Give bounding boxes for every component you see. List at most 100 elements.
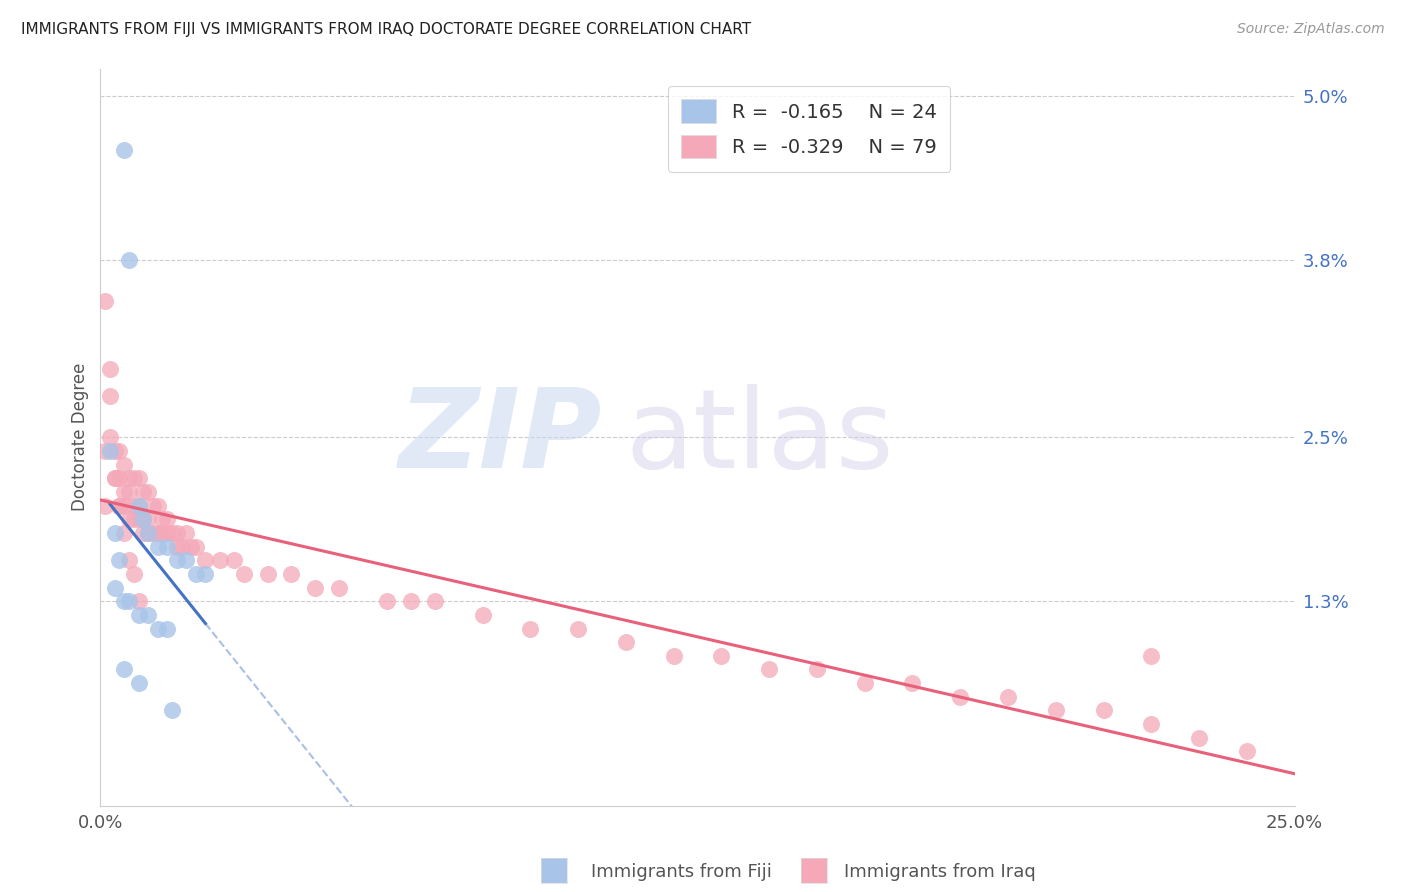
Point [152,512,174,526]
Point [1140,648,1163,663]
Point [128,594,150,608]
Point [710,648,733,663]
Point [256,566,278,581]
Point [136,607,159,622]
Point [132,484,155,499]
Point [98,362,121,376]
Point [108,444,131,458]
Point [128,471,150,485]
Point [146,622,169,636]
Point [104,525,127,540]
Point [122,499,145,513]
Point [98,430,121,444]
Point [128,676,150,690]
Point [142,499,165,513]
Point [160,703,183,717]
Text: Immigrants from Fiji: Immigrants from Fiji [591,863,772,881]
Point [132,525,155,540]
Point [132,512,155,526]
Point [567,622,589,636]
Point [853,676,876,690]
Point [108,471,131,485]
Point [614,635,637,649]
Point [194,553,217,567]
Point [136,525,159,540]
Point [118,252,141,267]
Point [146,525,169,540]
Text: ZIP: ZIP [398,384,602,491]
Point [122,471,145,485]
Point [112,458,135,472]
Point [146,499,169,513]
Point [98,389,121,403]
Point [112,594,135,608]
Point [146,540,169,554]
Point [108,499,131,513]
Point [184,540,207,554]
Point [166,525,188,540]
Text: Immigrants from Iraq: Immigrants from Iraq [844,863,1035,881]
Point [949,690,972,704]
Point [423,594,446,608]
Point [328,581,350,595]
Point [104,581,127,595]
Point [128,607,150,622]
Point [180,540,202,554]
Text: IMMIGRANTS FROM FIJI VS IMMIGRANTS FROM IRAQ DOCTORATE DEGREE CORRELATION CHART: IMMIGRANTS FROM FIJI VS IMMIGRANTS FROM … [21,22,751,37]
Point [136,512,159,526]
Point [112,525,135,540]
Point [166,540,188,554]
Point [142,525,165,540]
Point [118,484,141,499]
Point [399,594,422,608]
Text: atlas: atlas [626,384,894,491]
Point [156,512,179,526]
Point [232,566,254,581]
Point [170,540,193,554]
Point [112,484,135,499]
Point [1092,703,1115,717]
Point [108,553,131,567]
Point [112,144,135,158]
Point [128,512,150,526]
Y-axis label: Doctorate Degree: Doctorate Degree [72,363,89,511]
Point [108,499,131,513]
Point [122,566,145,581]
Point [901,676,924,690]
Point [280,566,302,581]
Point [118,594,141,608]
Point [519,622,541,636]
Point [156,540,179,554]
Point [1236,744,1258,758]
Point [1140,717,1163,731]
Point [104,471,127,485]
Point [194,566,217,581]
Point [128,499,150,513]
Point [208,553,231,567]
Point [132,512,155,526]
Point [160,525,183,540]
Point [136,484,159,499]
Legend: R =  -0.165    N = 24, R =  -0.329    N = 79: R = -0.165 N = 24, R = -0.329 N = 79 [668,86,950,172]
Point [98,444,121,458]
Point [176,525,198,540]
Point [118,553,141,567]
Point [128,499,150,513]
Point [224,553,246,567]
Point [94,499,117,513]
Point [184,566,207,581]
Point [136,525,159,540]
Point [156,525,179,540]
Point [806,663,828,677]
Point [122,512,145,526]
Point [94,444,117,458]
Point [104,471,127,485]
Point [118,512,141,526]
Point [304,581,326,595]
Point [152,525,174,540]
Point [166,553,188,567]
Point [471,607,494,622]
Point [104,444,127,458]
Point [1045,703,1067,717]
Point [997,690,1019,704]
